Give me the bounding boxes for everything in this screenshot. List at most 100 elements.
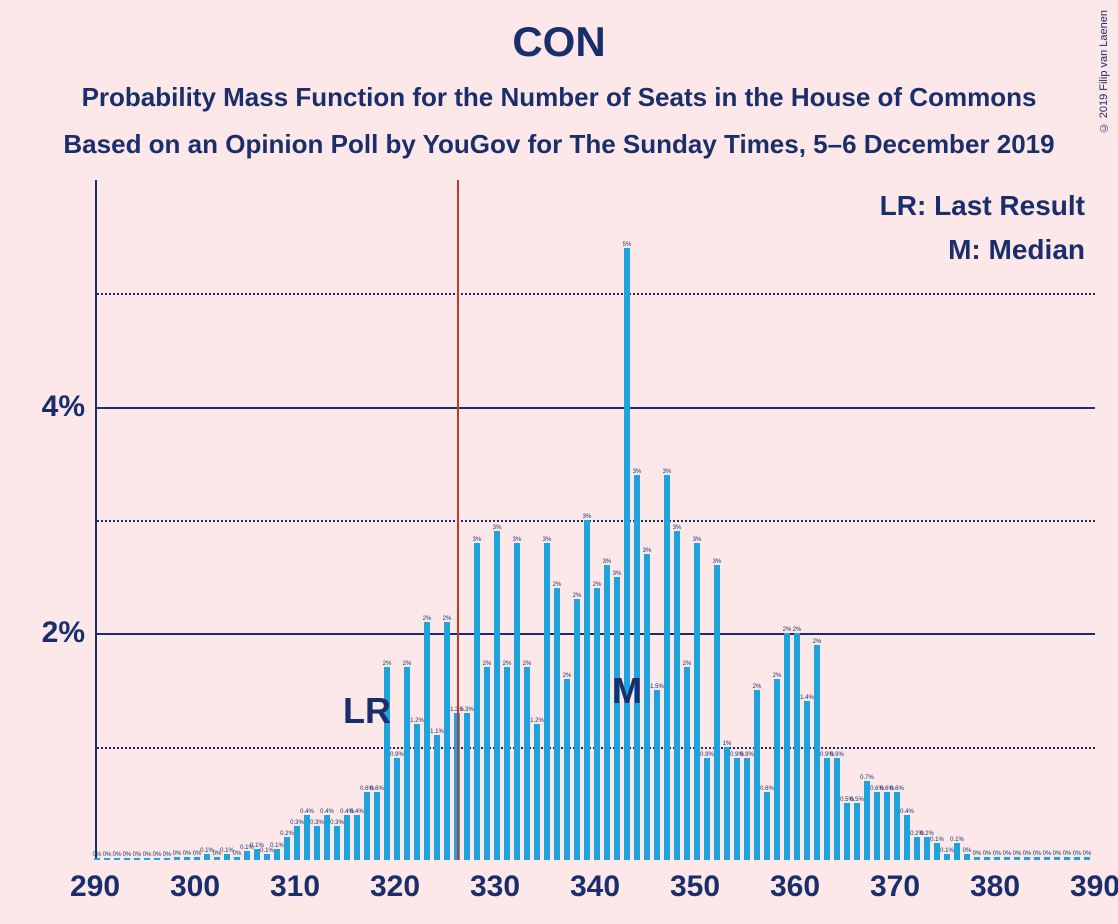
x-axis-label: 390 [1070, 870, 1118, 904]
x-axis-label: 370 [870, 870, 920, 904]
bar-value-label: 1.1% [430, 729, 444, 735]
bar: 1.3% [464, 713, 470, 860]
bar-value-label: 3% [633, 469, 642, 475]
legend-lr: LR: Last Result [880, 190, 1085, 222]
bar-value-label: 0.1% [940, 848, 954, 854]
bar-value-label: 1.2% [410, 718, 424, 724]
bar: 3% [694, 543, 700, 860]
bar: 0.1% [244, 851, 250, 860]
bar-value-label: 3% [493, 525, 502, 531]
bar: 3% [614, 577, 620, 860]
bar-value-label: 0.6% [370, 786, 384, 792]
bar: 0.2% [924, 837, 930, 860]
bar: 0% [1074, 857, 1080, 860]
bar: 0.6% [894, 792, 900, 860]
bar-value-label: 0.2% [280, 831, 294, 837]
bar: 0.6% [874, 792, 880, 860]
bar-value-label: 1% [723, 741, 732, 747]
bar-value-label: 0% [1033, 851, 1042, 857]
bar: 1.5% [654, 690, 660, 860]
bar: 0% [984, 857, 990, 860]
lr-marker: LR [343, 690, 391, 732]
bar: 2% [794, 633, 800, 860]
chart-subtitle-1: Probability Mass Function for the Number… [0, 82, 1118, 113]
bar-value-label: 2% [483, 661, 492, 667]
bar: 0% [144, 858, 150, 860]
bar-value-label: 0.5% [850, 797, 864, 803]
bar-value-label: 3% [693, 537, 702, 543]
bar-value-label: 0% [183, 851, 192, 857]
chart-title: CON [0, 0, 1118, 66]
bar-value-label: 2% [573, 593, 582, 599]
bar-value-label: 0% [123, 852, 132, 858]
bar: 1.2% [414, 724, 420, 860]
bar-value-label: 3% [643, 548, 652, 554]
bar: 0.4% [324, 815, 330, 860]
bar-value-label: 0.6% [890, 786, 904, 792]
bar: 2% [444, 622, 450, 860]
x-axis-label: 300 [170, 870, 220, 904]
bar-value-label: 2% [553, 582, 562, 588]
bar: 1.1% [434, 735, 440, 860]
bar: 0% [1064, 857, 1070, 860]
bar: 3% [644, 554, 650, 860]
bar: 0% [134, 858, 140, 860]
bar-value-label: 2% [793, 627, 802, 633]
bar: 3% [494, 531, 500, 860]
bar: 1.4% [804, 701, 810, 860]
bar-value-label: 0.4% [320, 809, 334, 815]
bar-value-label: 3% [673, 525, 682, 531]
bar: 0.1% [954, 843, 960, 860]
chart-subtitle-2: Based on an Opinion Poll by YouGov for T… [0, 129, 1118, 160]
bar-value-label: 2% [403, 661, 412, 667]
bar-value-label: 0% [233, 851, 242, 857]
bar: 0.2% [284, 837, 290, 860]
bar: 0.9% [834, 758, 840, 860]
bar: 0% [174, 857, 180, 860]
bar: 0.6% [884, 792, 890, 860]
bar: 0% [1054, 857, 1060, 860]
bar-value-label: 0.1% [950, 837, 964, 843]
bar-value-label: 0% [1063, 851, 1072, 857]
bar: 3% [674, 531, 680, 860]
gridline [97, 407, 1095, 409]
bar: 0% [94, 858, 100, 860]
bar: 0% [164, 858, 170, 860]
bar: 0% [104, 858, 110, 860]
bar: 0% [1004, 857, 1010, 860]
bar-value-label: 0% [173, 851, 182, 857]
bar-value-label: 0% [113, 852, 122, 858]
bar-value-label: 0.9% [390, 752, 404, 758]
bar: 0% [214, 857, 220, 860]
bar: 0.1% [934, 843, 940, 860]
bar: 0% [1024, 857, 1030, 860]
bar-value-label: 2% [423, 616, 432, 622]
bar-value-label: 0.3% [310, 820, 324, 826]
last-result-line [457, 180, 459, 860]
bar-value-label: 2% [563, 673, 572, 679]
chart-area: LR: Last Result M: Median 0%0%0%0%0%0%0%… [95, 180, 1095, 860]
bar: 0.3% [334, 826, 340, 860]
bar: 0.9% [394, 758, 400, 860]
bar-value-label: 3% [513, 537, 522, 543]
bar: 0% [184, 857, 190, 860]
x-axis-label: 330 [470, 870, 520, 904]
bar-value-label: 0.6% [760, 786, 774, 792]
bar-value-label: 0% [993, 851, 1002, 857]
bar: 0% [154, 858, 160, 860]
bar: 0% [234, 857, 240, 860]
bar-value-label: 0.9% [700, 752, 714, 758]
bar-value-label: 3% [473, 537, 482, 543]
bar-value-label: 2% [593, 582, 602, 588]
bar: 0.9% [744, 758, 750, 860]
bar: 0.9% [824, 758, 830, 860]
bar-value-label: 0.7% [860, 775, 874, 781]
bar: 0.4% [904, 815, 910, 860]
gridline [97, 293, 1095, 295]
bar-value-label: 0.3% [330, 820, 344, 826]
bar-value-label: 0% [103, 852, 112, 858]
bar: 0% [1044, 857, 1050, 860]
bar: 2% [554, 588, 560, 860]
bar-value-label: 2% [813, 639, 822, 645]
bar: 3% [714, 565, 720, 860]
